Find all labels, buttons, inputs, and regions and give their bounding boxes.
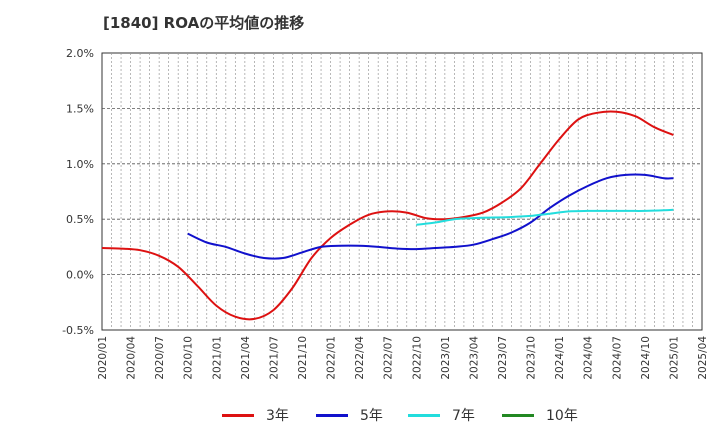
legend-swatch: [502, 413, 534, 417]
legend-item-1: 5年: [316, 402, 383, 428]
axes: 2.0% 1.5% 1.0% 0.5% 0.0% -0.5%2020/01 2020/04 2…: [62, 47, 709, 380]
x-tick-label: 2022/10: [411, 336, 423, 380]
x-tick-label: 2024/07: [611, 336, 623, 380]
x-tick-label: 2023/04: [468, 336, 480, 380]
chart-title: [1840] ROAの平均値の推移: [103, 14, 305, 32]
grid: [101, 52, 703, 331]
x-tick-label: 2023/07: [497, 336, 509, 380]
series-line-7年: [416, 208, 674, 226]
legend-label: 10年: [546, 408, 578, 424]
x-tick-label: 2021/07: [268, 336, 280, 380]
y-tick-label: -0.5%: [62, 324, 94, 337]
x-tick-label: 2020/04: [126, 336, 138, 380]
legend-swatch: [316, 413, 348, 417]
x-tick-label: 2022/04: [354, 336, 366, 380]
legend-swatch: [408, 413, 440, 417]
x-tick-label: 2025/04: [697, 336, 709, 380]
legend-item-2: 7年: [408, 402, 475, 428]
series-line-5年: [187, 173, 674, 260]
series-lines: [101, 110, 674, 321]
x-tick-label: 2020/07: [154, 336, 166, 380]
x-tick-label: 2022/01: [326, 336, 338, 380]
y-tick-label: 0.0%: [66, 269, 94, 282]
legend-item-0: 3年: [222, 402, 289, 428]
x-tick-label: 2023/01: [440, 336, 452, 380]
legend-label: 5年: [360, 408, 383, 424]
x-tick-label: 2025/01: [668, 336, 680, 380]
x-tick-label: 2024/04: [583, 336, 595, 380]
legend: 3年 5年 7年 10年: [0, 402, 720, 428]
series-line-3年: [101, 110, 674, 321]
x-tick-label: 2021/04: [240, 336, 252, 380]
legend-label: 3年: [266, 408, 289, 424]
plot-area: [101, 52, 703, 331]
x-tick-label: 2021/01: [211, 336, 223, 380]
legend-label: 7年: [452, 408, 475, 424]
legend-swatch: [222, 413, 254, 417]
y-tick-label: 1.5%: [66, 102, 94, 115]
y-tick-label: 2.0%: [66, 47, 94, 60]
x-tick-label: 2023/10: [526, 336, 538, 380]
legend-item-3: 10年: [502, 402, 578, 428]
x-tick-label: 2024/01: [554, 336, 566, 380]
x-tick-label: 2020/10: [183, 336, 195, 380]
x-tick-label: 2020/01: [97, 336, 109, 380]
x-tick-label: 2022/07: [383, 336, 395, 380]
x-tick-label: 2024/10: [640, 336, 652, 380]
y-tick-label: 0.5%: [66, 213, 94, 226]
x-tick-label: 2021/10: [297, 336, 309, 380]
y-tick-label: 1.0%: [66, 158, 94, 171]
